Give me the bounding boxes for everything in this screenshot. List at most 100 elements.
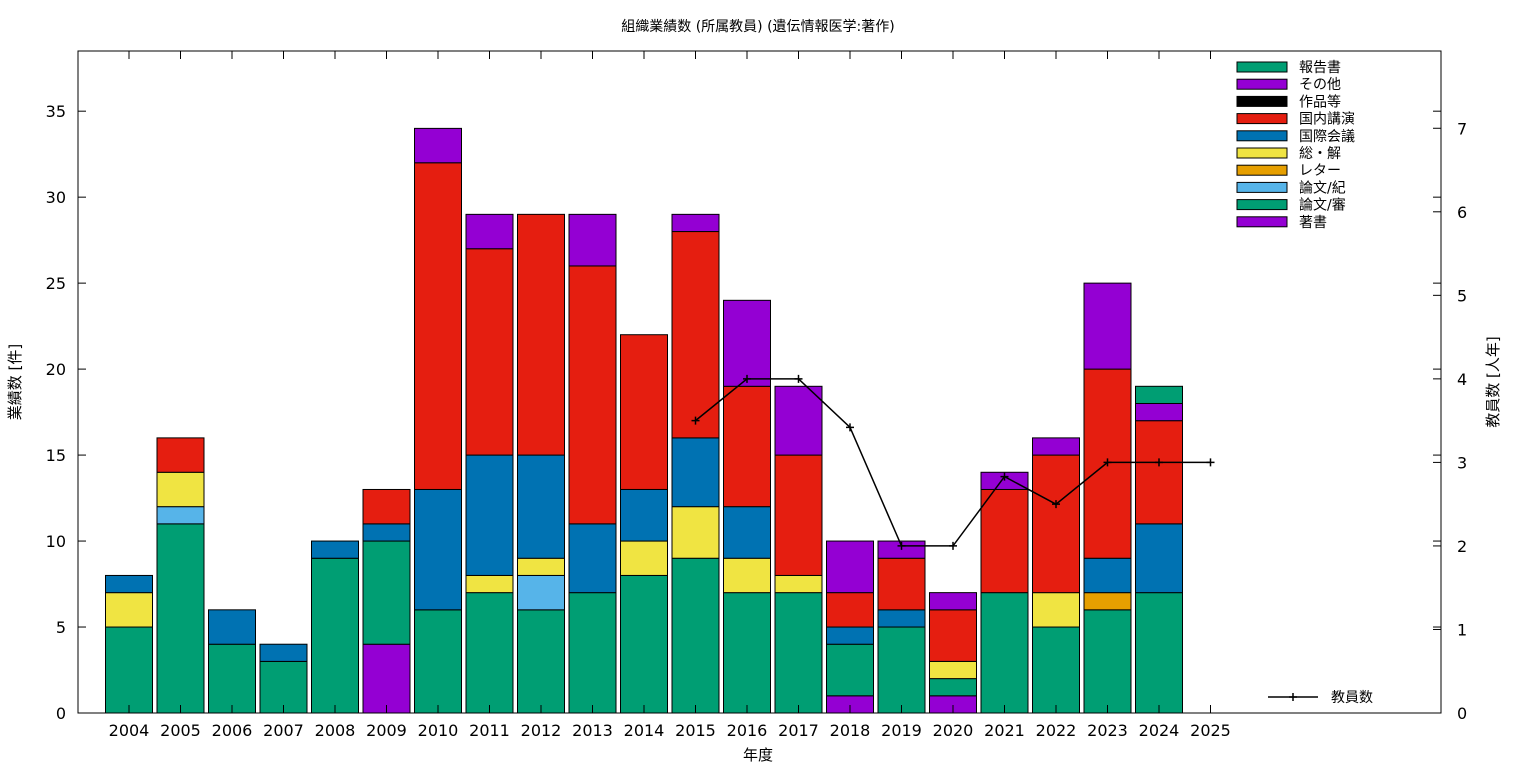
teacher-count-point-2022 [1052, 500, 1060, 509]
bar-segment-2009-5 [362, 523, 411, 542]
x-tick-label: 2015 [675, 721, 716, 740]
bar-segment-2007-1 [259, 660, 308, 714]
bar-segment-2015-1 [671, 557, 720, 714]
bar-segment-2020-1 [929, 678, 977, 697]
x-tick-label: 2020 [933, 721, 974, 740]
bar-segment-2024-9 [1135, 385, 1183, 404]
y2-tick-label: 3 [1457, 453, 1467, 472]
y2-tick-label: 7 [1457, 119, 1467, 138]
legend-label: 論文/審 [1299, 198, 1346, 214]
bar-segment-2023-1 [1083, 609, 1132, 714]
x-tick-label: 2021 [984, 721, 1025, 740]
x-tick-label: 2017 [778, 721, 819, 740]
bar-segment-2009-0 [362, 643, 411, 714]
bar-segment-2016-5 [723, 506, 771, 559]
bar-segment-2014-5 [620, 488, 668, 542]
x-tick-label: 2012 [521, 721, 562, 740]
bar-segment-2022-6 [1032, 454, 1080, 594]
bar-segment-2016-6 [723, 385, 771, 508]
bar-segment-2011-8 [465, 213, 514, 250]
bar-segment-2012-1 [517, 609, 565, 714]
legend-swatch [1236, 147, 1288, 159]
x-tick-label: 2005 [160, 721, 201, 740]
y-tick-label: 20 [46, 360, 66, 379]
teacher-count-point-2023 [1103, 458, 1112, 467]
bar-segment-2005-6 [156, 437, 205, 473]
bar-segment-2017-1 [774, 592, 823, 714]
bar-segment-2018-1 [826, 643, 874, 697]
bar-segment-2005-4 [156, 471, 205, 508]
teacher-count-point-2018 [846, 423, 854, 432]
bar-segment-2013-1 [568, 592, 617, 714]
bar-segment-2024-8 [1135, 402, 1183, 422]
chart-title: 組織業績数 (所属教員) (遺伝情報医学:著作) [621, 19, 894, 35]
legend-label: レター [1299, 163, 1341, 179]
bar-segment-2013-6 [568, 265, 617, 525]
bar-segment-2015-5 [671, 437, 720, 508]
bar-segment-2021-6 [980, 488, 1029, 594]
x-tick-label: 2007 [263, 721, 304, 740]
y-tick-label: 15 [46, 446, 66, 465]
bar-segment-2016-4 [723, 557, 771, 594]
legend-swatch [1236, 95, 1288, 107]
bar-segment-2021-1 [980, 592, 1029, 714]
bar-segment-2024-1 [1135, 592, 1183, 714]
bar-segment-2016-8 [723, 299, 771, 387]
line-layer [691, 374, 1215, 550]
bar-segment-2005-2 [156, 506, 205, 525]
bar-segment-2004-4 [105, 592, 153, 628]
bar-segment-2013-5 [568, 523, 617, 594]
y-tick-label: 5 [56, 618, 66, 637]
x-tick-label: 2018 [830, 721, 871, 740]
legend-swatch [1236, 181, 1288, 193]
teacher-count-point-2024 [1155, 458, 1163, 467]
y-tick-label: 0 [56, 704, 66, 723]
teacher-count-point-2016 [743, 374, 751, 383]
y2-tick-label: 1 [1457, 620, 1467, 639]
bar-segment-2013-8 [568, 213, 617, 267]
bar-segment-2014-6 [620, 334, 668, 490]
bar-segment-2005-1 [156, 523, 205, 714]
bar-segment-2012-4 [517, 557, 565, 576]
x-tick-label: 2014 [624, 721, 665, 740]
bar-segment-2019-1 [877, 626, 926, 714]
bar-segment-2007-5 [259, 643, 308, 662]
bar-segment-2016-1 [723, 592, 771, 714]
legend-label: 作品等 [1299, 93, 1341, 110]
y-tick-label: 30 [46, 188, 66, 207]
bar-segment-2012-6 [517, 213, 565, 456]
legend-swatch [1236, 199, 1288, 211]
bar-segment-2024-5 [1135, 523, 1183, 594]
y-axis-label: 業績数 [件] [6, 344, 24, 420]
legend-swatch [1236, 113, 1288, 125]
bars-layer [105, 127, 1183, 714]
bar-segment-2009-6 [362, 488, 411, 525]
bar-segment-2022-1 [1032, 626, 1080, 714]
bar-segment-2021-8 [980, 471, 1029, 490]
legend-swatch [1236, 78, 1288, 90]
teacher-count-point-2015 [691, 416, 700, 425]
bar-segment-2019-5 [877, 609, 926, 628]
bar-segment-2014-4 [620, 540, 668, 576]
bar-segment-2023-3 [1083, 592, 1132, 611]
bar-segment-2008-1 [311, 557, 359, 714]
bar-segment-2014-1 [620, 574, 668, 714]
bar-segment-2015-6 [671, 231, 720, 439]
y-tick-label: 35 [46, 102, 66, 121]
bar-segment-2023-5 [1083, 557, 1132, 594]
bar-segment-2024-6 [1135, 420, 1183, 525]
bar-segment-2023-8 [1083, 282, 1132, 370]
legend-swatch [1236, 130, 1288, 142]
bar-segment-2018-6 [826, 592, 874, 628]
bar-segment-2018-5 [826, 626, 874, 645]
bar-segment-2012-5 [517, 454, 565, 559]
x-tick-label: 2006 [212, 721, 253, 740]
x-tick-label: 2023 [1087, 721, 1128, 740]
bar-segment-2017-8 [774, 385, 823, 456]
legend-label: 国際会議 [1299, 128, 1355, 145]
bar-segment-2019-6 [877, 557, 926, 611]
teacher-count-point-2019 [897, 541, 906, 550]
legend-swatch [1236, 216, 1288, 228]
